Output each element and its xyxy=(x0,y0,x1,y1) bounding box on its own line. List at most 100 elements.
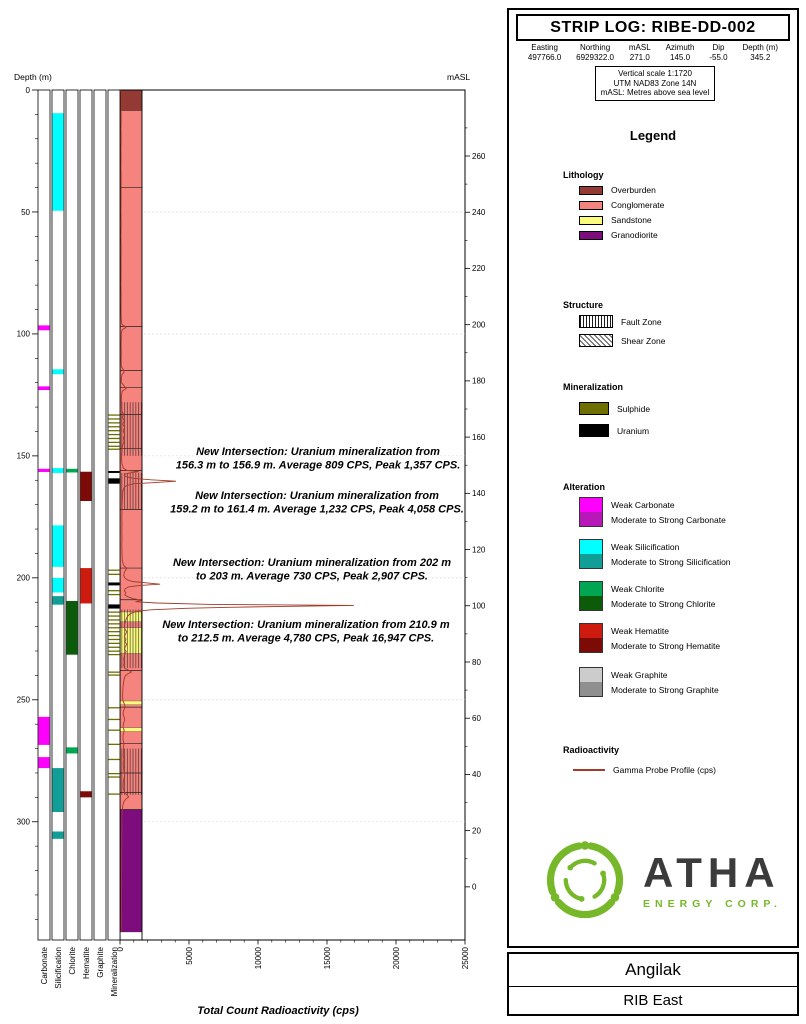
meta-value: 345.2 xyxy=(750,53,771,62)
silicification-labels: Weak Silicification Moderate to Strong S… xyxy=(611,539,731,569)
legend-item-granodiorite: Granodiorite xyxy=(579,230,658,240)
fault-zone-overlay xyxy=(120,748,142,795)
alteration-interval xyxy=(80,791,92,798)
alteration-interval xyxy=(66,601,78,655)
meta-dip: Dip -55.0 xyxy=(709,43,727,63)
legend-label: Sulphide xyxy=(617,403,651,414)
meta-label: Dip xyxy=(712,43,725,52)
atha-logo-icon xyxy=(546,841,624,919)
alteration-interval xyxy=(38,757,50,769)
alteration-interval xyxy=(80,471,92,501)
collar-metadata: Easting 497766.0 Northing 6929322.0 mASL… xyxy=(513,43,793,63)
sulphide-mark xyxy=(108,619,120,621)
masl-tick-label: 200 xyxy=(472,320,486,329)
note-masl-definition: mASL: Metres above sea level xyxy=(600,88,710,97)
weak-carbonate-swatch xyxy=(580,498,602,512)
alteration-interval xyxy=(52,577,64,593)
masl-tick-label: 240 xyxy=(472,208,486,217)
sulphide-mark xyxy=(108,426,120,428)
alteration-interval xyxy=(52,831,64,839)
sulphide-mark xyxy=(108,437,120,440)
sulphide-mark xyxy=(108,671,120,673)
sulphide-mark xyxy=(108,433,120,436)
meta-azimuth: Azimuth 145.0 xyxy=(666,43,695,63)
track-label: Carbonate xyxy=(40,946,49,984)
chlorite-swatch xyxy=(579,581,603,611)
strip-log-chart: Depth (m)050100150200250300mASL260240220… xyxy=(14,72,486,1017)
sulphide-mark xyxy=(108,445,120,447)
alteration-interval xyxy=(52,468,64,473)
sulphide-mark xyxy=(108,627,120,629)
intersection-annotation: 156.3 m to 156.9 m. Average 809 CPS, Pea… xyxy=(176,460,461,472)
legend-title: Legend xyxy=(629,128,677,143)
alteration-interval xyxy=(66,468,78,473)
strong-silicification-swatch xyxy=(580,554,602,568)
legend-section-alteration: Alteration xyxy=(563,482,606,492)
legend-section-lithology: Lithology xyxy=(563,170,604,180)
sulphide-mark xyxy=(108,430,120,432)
legend-item-hematite-alteration: Weak Hematite Moderate to Strong Hematit… xyxy=(579,623,720,653)
sulphide-mark xyxy=(108,646,120,648)
intersection-annotation: to 212.5 m. Average 4,780 CPS, Peak 16,9… xyxy=(178,633,434,645)
sulphide-mark xyxy=(108,772,120,775)
meta-northing: Northing 6929322.0 xyxy=(576,43,614,63)
meta-value: 6929322.0 xyxy=(576,53,614,62)
track-label: Mineralization xyxy=(110,947,119,996)
alteration-interval xyxy=(38,716,50,745)
depth-axis-label: Depth (m) xyxy=(14,72,52,82)
legend-label: Moderate to Strong Chlorite xyxy=(611,598,716,609)
meta-label: mASL xyxy=(628,43,651,52)
track-graphite xyxy=(93,89,107,941)
track-silicification xyxy=(51,89,65,941)
legend-item-silicification-alteration: Weak Silicification Moderate to Strong S… xyxy=(579,539,731,569)
legend-label: Sandstone xyxy=(611,215,652,225)
uranium-swatch xyxy=(579,424,609,437)
track-mineralization xyxy=(107,89,121,941)
legend-section-structure: Structure xyxy=(563,300,604,310)
carbonate-swatch xyxy=(579,497,603,527)
meta-value: 497766.0 xyxy=(527,53,562,62)
legend-item-carbonate-alteration: Weak Carbonate Moderate to Strong Carbon… xyxy=(579,497,726,527)
sulphide-mark xyxy=(108,569,120,571)
track-label: Graphite xyxy=(96,946,105,977)
weak-graphite-swatch xyxy=(580,668,602,682)
sulphide-mark xyxy=(108,743,120,745)
gamma-line-sample xyxy=(573,769,605,771)
intersection-annotation: New Intersection: Uranium mineralization… xyxy=(162,619,450,631)
legend-label: Granodiorite xyxy=(611,230,658,240)
legend-item-shear-zone: Shear Zone xyxy=(579,334,665,347)
alteration-interval xyxy=(52,525,64,567)
strong-carbonate-swatch xyxy=(580,512,602,526)
info-panel: STRIP LOG: RIBE-DD-002 Easting 497766.0 … xyxy=(507,8,799,948)
sulphide-mark xyxy=(108,718,120,721)
graphite-labels: Weak Graphite Moderate to Strong Graphit… xyxy=(611,667,719,697)
meta-value: 145.0 xyxy=(670,53,691,62)
uranium-interval xyxy=(108,478,120,484)
masl-tick-label: 0 xyxy=(472,883,477,892)
sulphide-mark xyxy=(108,653,120,656)
intersection-annotation: 159.2 m to 161.4 m. Average 1,232 CPS, P… xyxy=(170,504,464,516)
lithology-interval xyxy=(119,89,143,111)
depth-tick-label: 200 xyxy=(17,574,31,583)
sandstone-swatch xyxy=(579,215,603,225)
alteration-interval xyxy=(52,768,64,812)
weak-silicification-swatch xyxy=(580,540,602,554)
sulphide-mark xyxy=(108,422,120,424)
legend-section-mineralization: Mineralization xyxy=(563,382,624,392)
sulphide-mark xyxy=(108,674,120,676)
masl-tick-label: 20 xyxy=(472,826,481,835)
sulphide-mark xyxy=(108,448,120,450)
legend-label: Weak Graphite xyxy=(611,669,668,680)
sulphide-mark xyxy=(108,573,120,575)
conglomerate-swatch xyxy=(579,200,603,210)
sulphide-mark xyxy=(108,642,120,645)
cps-tick-label: 5000 xyxy=(185,946,194,964)
alteration-interval xyxy=(66,747,78,754)
logo-wordmark: ATHA xyxy=(643,848,781,896)
depth-tick-label: 50 xyxy=(21,208,30,217)
sulphide-mark xyxy=(108,707,120,709)
intersection-annotation: to 203 m. Average 730 CPS, Peak 2,907 CP… xyxy=(196,571,428,583)
meta-value: -55.0 xyxy=(709,53,728,62)
fault-zone-overlay xyxy=(120,472,142,510)
shear-zone-swatch xyxy=(579,334,613,347)
